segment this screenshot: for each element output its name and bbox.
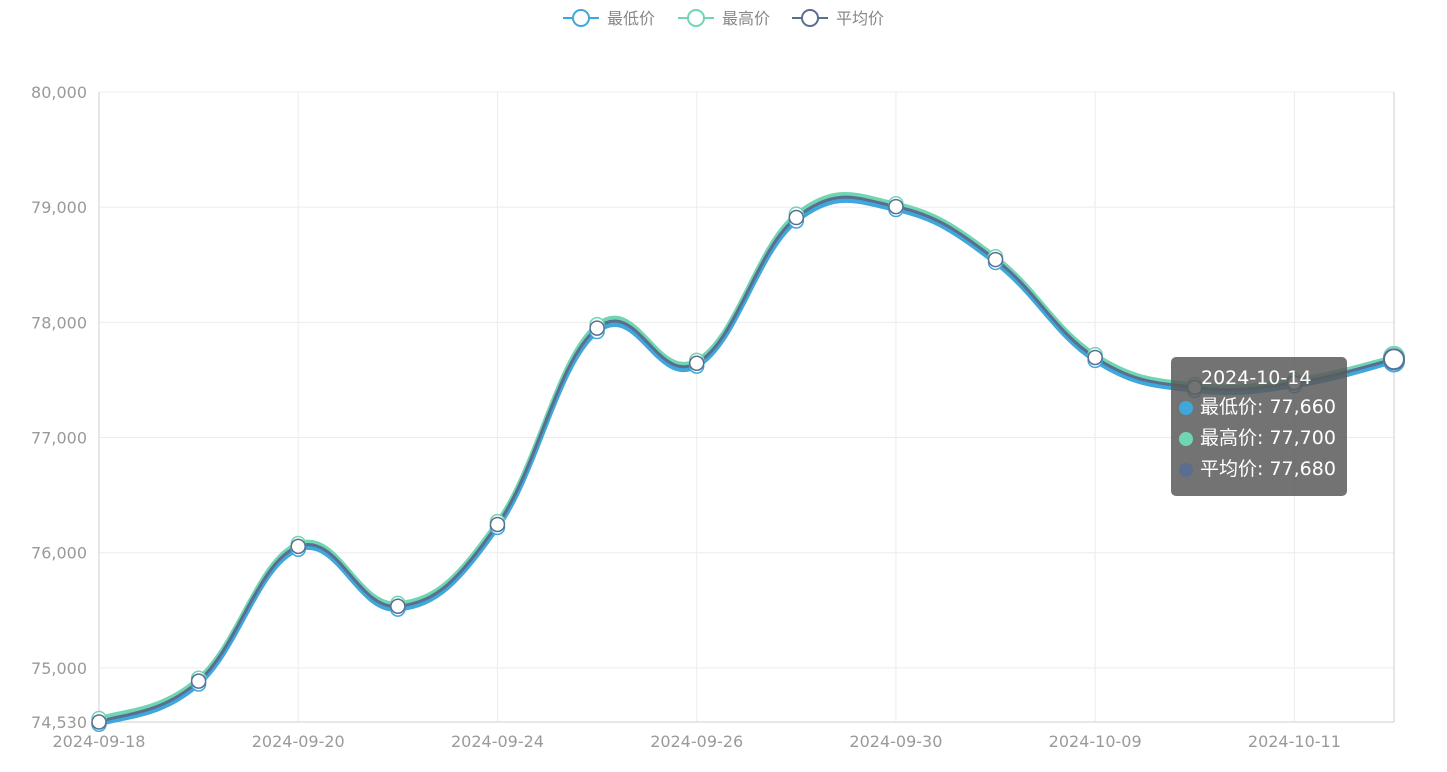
point-s2-3[interactable]	[390, 598, 406, 615]
point-s2-8[interactable]	[888, 198, 904, 215]
legend-label-2: 平均价	[836, 9, 884, 28]
point-s2-1[interactable]	[190, 673, 207, 689]
point-s2-7[interactable]	[788, 209, 805, 226]
y-tick-label-0: 74,530	[31, 713, 87, 732]
tooltip-row-avg: 平均价: 77,680	[1179, 454, 1347, 485]
x-tick-label-3: 2024-09-26	[650, 732, 743, 751]
tooltip-title: 2024-10-14	[1201, 367, 1312, 389]
x-tick-label-4: 2024-09-30	[849, 732, 942, 751]
y-tick-label-2: 76,000	[31, 544, 87, 563]
point-s2-9[interactable]	[987, 251, 1004, 268]
legend-item-1[interactable]: 最高价	[678, 9, 770, 28]
y-tick-label-3: 77,000	[31, 429, 87, 448]
chart-axes: 74,530 75,000 76,000 77,000 78,000 79,000 80,0…	[31, 83, 1395, 751]
legend-label-0: 最低价	[607, 9, 655, 28]
chart-legend[interactable]: 最低价 最高价 平均价	[563, 9, 884, 28]
y-tick-label-5: 79,000	[31, 198, 87, 217]
point-s2-10[interactable]	[1087, 349, 1103, 366]
y-tick-label-1: 75,000	[31, 659, 87, 678]
x-tick-label-6: 2024-10-11	[1248, 732, 1341, 751]
y-tick-label-4: 78,000	[31, 313, 87, 332]
tooltip-row-high: 最高价: 77,700	[1179, 423, 1347, 454]
chart-tooltip: 2024-10-14 最低价: 77,660 最高价: 77,700 平均价: …	[1171, 357, 1347, 496]
x-tick-label-1: 2024-09-20	[252, 732, 345, 751]
tooltip-avg-marker	[1179, 462, 1193, 477]
y-tick-label-6: 80,000	[31, 83, 87, 102]
legend-marker-1	[687, 9, 705, 27]
x-tick-label-5: 2024-10-09	[1049, 732, 1142, 751]
point-s2-0[interactable]	[91, 714, 107, 730]
point-s2-2[interactable]	[290, 538, 306, 555]
legend-item-0[interactable]: 最低价	[563, 9, 655, 28]
x-tick-label-2: 2024-09-24	[451, 732, 544, 751]
tooltip-low-marker	[1179, 400, 1193, 415]
legend-marker-0	[572, 9, 590, 27]
legend-item-2[interactable]: 平均价	[792, 9, 884, 28]
tooltip-high-value: 最高价: 77,700	[1200, 427, 1336, 449]
x-tick-label-0: 2024-09-18	[53, 732, 146, 751]
legend-label-1: 最高价	[722, 9, 770, 28]
point-s2-13[interactable]	[1383, 348, 1405, 371]
tooltip-high-marker	[1179, 431, 1193, 446]
point-s2-5[interactable]	[589, 320, 605, 336]
point-s2-4[interactable]	[489, 516, 506, 533]
tooltip-avg-value: 平均价: 77,680	[1200, 458, 1336, 480]
tooltip-row-low: 最低价: 77,660	[1179, 392, 1347, 423]
legend-marker-2	[801, 9, 819, 27]
tooltip-low-value: 最低价: 77,660	[1200, 396, 1336, 418]
point-s2-6[interactable]	[688, 355, 705, 371]
